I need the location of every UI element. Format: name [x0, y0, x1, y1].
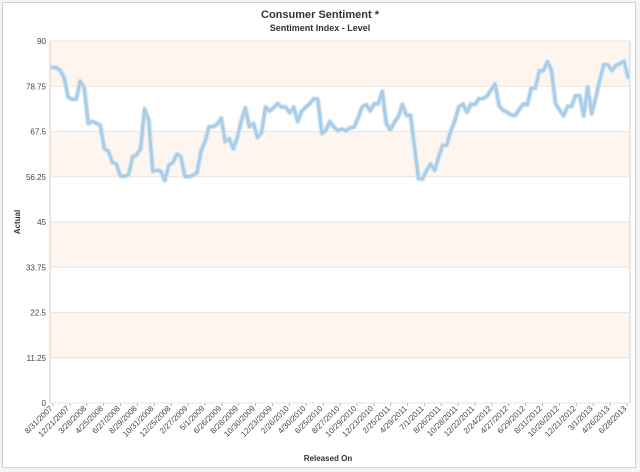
y-tick-label: 0	[42, 399, 47, 408]
plot-band	[50, 357, 630, 403]
y-tick-label: 56.25	[26, 173, 47, 182]
y-tick-label: 22.5	[30, 309, 46, 318]
chart-subtitle: Sentiment Index - Level	[270, 23, 371, 33]
plot-bands	[50, 41, 630, 403]
line-chart: Consumer Sentiment * Sentiment Index - L…	[13, 9, 631, 463]
series-group	[49, 58, 631, 184]
y-axis-ticks: 0 11.25 22.5 33.75 45 56.25 67.5 78.75 90	[26, 37, 630, 408]
chart-title: Consumer Sentiment *	[261, 9, 380, 21]
y-tick-label: 90	[37, 37, 46, 46]
y-axis-label: Actual	[13, 210, 22, 234]
y-tick-label: 11.25	[27, 354, 47, 363]
y-tick-label: 45	[37, 218, 46, 227]
plot-band	[50, 176, 630, 222]
x-axis-label: Released On	[304, 454, 353, 463]
plot-band	[50, 86, 630, 132]
chart-frame: Consumer Sentiment * Sentiment Index - L…	[2, 2, 636, 468]
plot-band	[50, 312, 630, 358]
y-tick-label: 67.5	[30, 128, 46, 137]
plot-band	[50, 131, 630, 177]
plot-band	[50, 41, 630, 87]
series-line	[50, 59, 630, 183]
plot-band	[50, 222, 630, 268]
y-tick-label: 33.75	[26, 263, 47, 272]
plot-band	[50, 267, 630, 313]
y-tick-label: 78.75	[26, 82, 47, 91]
x-axis-ticks: 8/31/200712/21/20073/28/20084/25/20086/2…	[23, 403, 629, 439]
